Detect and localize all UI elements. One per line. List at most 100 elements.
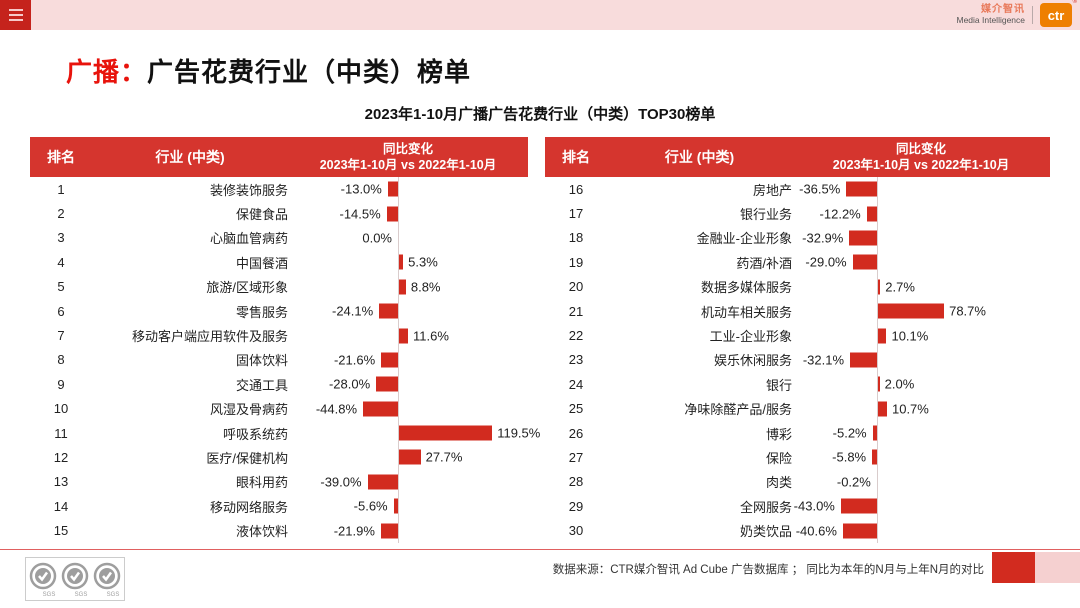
value-label: 8.8%: [410, 279, 441, 295]
bar-chart-cell: -39.0%: [288, 470, 528, 494]
bar-chart-cell: -21.6%: [288, 348, 528, 372]
industry-label: 零售服务: [235, 304, 288, 320]
value-label: -36.5%: [799, 181, 841, 197]
table-row: 24 银行 2.0%: [545, 372, 1050, 396]
rank: 9: [57, 376, 65, 392]
value-label: 10.7%: [891, 401, 929, 417]
value-label: 2.0%: [884, 376, 915, 392]
rank: 24: [568, 376, 584, 392]
registered-mark: ®: [1072, 0, 1077, 5]
bar-chart-cell: -32.1%: [792, 348, 1050, 372]
table-row: 16 房地产 -36.5%: [545, 177, 1050, 201]
industry-label: 娱乐休闲服务: [713, 353, 792, 369]
table-row: 7 移动客户端应用软件及服务 11.6%: [30, 323, 528, 347]
bar-chart-cell: 5.3%: [288, 250, 528, 274]
table-row: 30 奶类饮品 -40.6%: [545, 518, 1050, 542]
svg-text:SGS: SGS: [42, 592, 55, 598]
rank: 1: [57, 181, 65, 197]
industry-label: 移动网络服务: [209, 499, 288, 515]
value-label: 0.0%: [362, 230, 392, 246]
value-bar: [399, 328, 409, 344]
value-label: -43.0%: [793, 498, 835, 514]
industry-label: 旅游/区域形象: [206, 280, 288, 296]
bar-chart-cell: -5.6%: [288, 494, 528, 518]
bar-chart-cell: 11.6%: [288, 323, 528, 347]
logo-brand-cn: 媒介智讯: [981, 4, 1025, 16]
rank: 15: [53, 523, 69, 539]
footer-red-square: [992, 552, 1035, 583]
logo-brand-en: Media Intelligence: [956, 14, 1025, 25]
rank: 21: [568, 303, 584, 319]
bar-chart-cell: -14.5%: [288, 201, 528, 225]
rank: 23: [568, 352, 584, 368]
value-bar: [846, 181, 877, 197]
table-row: 2 保健食品 -14.5%: [30, 201, 528, 225]
table-row: 8 固体饮料 -21.6%: [30, 348, 528, 372]
industry-label: 银行业务: [739, 207, 792, 223]
table-row: 23 娱乐休闲服务 -32.1%: [545, 348, 1050, 372]
sgs-logo-icon: SGS: [29, 562, 56, 598]
table-row: 4 中国餐酒 5.3%: [30, 250, 528, 274]
bar-chart-cell: 119.5%: [288, 421, 540, 445]
bar-chart-cell: -24.1%: [288, 299, 528, 323]
value-bar: [878, 279, 881, 295]
footer-pink-square: [1035, 552, 1080, 583]
table-row: 22 工业-企业形象 10.1%: [545, 323, 1050, 347]
value-bar: [866, 206, 877, 222]
industry-label: 保健食品: [235, 207, 288, 223]
title-rest: 广告花费行业（中类）榜单: [147, 57, 472, 87]
industry-label: 呼吸系统药: [222, 426, 288, 442]
industry-label: 金融业-企业形象: [696, 231, 792, 247]
value-bar: [842, 523, 877, 539]
value-bar: [399, 425, 493, 441]
value-label: 11.6%: [413, 328, 449, 344]
value-label: -0.2%: [836, 474, 871, 490]
value-bar: [878, 376, 880, 392]
table-ranks-16-30: 排名 行业 (中类) 同比变化 2023年1-10月 vs 2022年1-10月…: [545, 137, 1050, 543]
value-label: -24.1%: [331, 303, 374, 319]
bar-chart-cell: -5.2%: [792, 421, 1050, 445]
table-row: 26 博彩 -5.2%: [545, 421, 1050, 445]
rank: 20: [568, 279, 584, 295]
table-row: 18 金融业-企业形象 -32.9%: [545, 226, 1050, 250]
ctr-badge-icon: ctr ®: [1040, 0, 1077, 27]
value-bar: [872, 449, 877, 465]
rank: 28: [568, 474, 584, 490]
value-label: -5.8%: [832, 449, 867, 465]
bar-chart-cell: 78.7%: [792, 299, 1050, 323]
rank: 8: [57, 352, 65, 368]
bar-chart-cell: -40.6%: [792, 518, 1050, 542]
rank: 16: [568, 181, 584, 197]
bar-chart-cell: -36.5%: [792, 177, 1050, 201]
value-label: 10.1%: [891, 328, 929, 344]
industry-label: 眼科用药: [235, 475, 288, 491]
rank: 26: [568, 425, 584, 441]
bar-chart-cell: 10.1%: [792, 323, 1050, 347]
ranking-tables: 排名 行业 (中类) 同比变化 2023年1-10月 vs 2022年1-10月…: [30, 137, 1050, 543]
value-label: -32.9%: [802, 230, 844, 246]
rank: 27: [568, 449, 584, 465]
value-label: -40.6%: [795, 523, 837, 539]
industry-label: 博彩: [765, 426, 792, 442]
value-bar: [387, 181, 398, 197]
rank: 12: [53, 449, 69, 465]
menu-button[interactable]: [0, 0, 31, 30]
table-row: 17 银行业务 -12.2%: [545, 201, 1050, 225]
table-row: 6 零售服务 -24.1%: [30, 299, 528, 323]
table-row: 13 眼科用药 -39.0%: [30, 470, 528, 494]
bar-chart-cell: -28.0%: [288, 372, 528, 396]
value-label: -14.5%: [339, 206, 381, 222]
value-bar: [367, 474, 398, 490]
value-label: -32.1%: [802, 352, 845, 368]
rank: 18: [568, 230, 584, 246]
table-row: 10 风湿及骨病药 -44.8%: [30, 397, 528, 421]
header-rank: 排名: [47, 149, 75, 165]
rank: 17: [568, 206, 584, 222]
bar-chart-cell: 27.7%: [288, 445, 528, 469]
table-row: 19 药酒/补酒 -29.0%: [545, 250, 1050, 274]
industry-label: 固体饮料: [235, 353, 288, 369]
rank: 2: [57, 206, 65, 222]
top-bar: 媒介智讯 Media Intelligence ctr ®: [0, 0, 1080, 30]
sgs-logo-icon: SGS: [61, 562, 88, 598]
bar-chart-cell: 0.0%: [288, 226, 528, 250]
